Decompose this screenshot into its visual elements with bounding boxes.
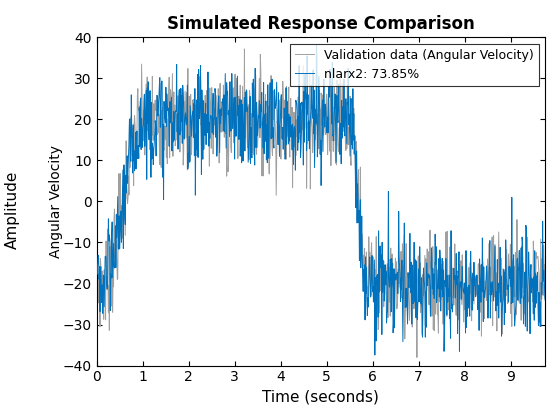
Title: Simulated Response Comparison: Simulated Response Comparison [167,15,475,33]
Validation data (Angular Velocity) [527,270,534,276]
Validation data (Angular Velocity) [358,220,365,225]
Validation data (Angular Velocity) [542,295,548,300]
Validation data (Angular Velocity) [413,355,420,360]
Line: Validation data (Angular Velocity): Validation data (Angular Velocity) [97,49,545,357]
nlarx2: 73.85%: (9.28, -29.8): 73.85%: (9.28, -29.8) [520,321,527,326]
nlarx2: 73.85%: (4.05, 18): 73.85%: (4.05, 18) [279,125,286,130]
X-axis label: Time (seconds): Time (seconds) [263,390,379,405]
nlarx2: 73.85%: (0, -17): 73.85%: (0, -17) [94,269,100,274]
nlarx2: 73.85%: (5.75, -10.8): 73.85%: (5.75, -10.8) [358,243,365,248]
nlarx2: 73.85%: (9.75, -24): 73.85%: (9.75, -24) [542,297,548,302]
Validation data (Angular Velocity) [115,220,122,225]
Y-axis label: Angular Velocity: Angular Velocity [49,145,63,258]
Validation data (Angular Velocity) [241,47,248,52]
Text: Amplitude: Amplitude [5,171,20,249]
Validation data (Angular Velocity) [280,90,287,95]
nlarx2: 73.85%: (1.81, 16.2): 73.85%: (1.81, 16.2) [176,133,183,138]
Line: nlarx2: 73.85%: nlarx2: 73.85% [97,45,545,355]
Legend: Validation data (Angular Velocity), nlarx2: 73.85%: Validation data (Angular Velocity), nlar… [290,44,539,86]
Validation data (Angular Velocity) [176,150,183,155]
nlarx2: 73.85%: (0.468, -11.4): 73.85%: (0.468, -11.4) [115,246,122,251]
Validation data (Angular Velocity) [520,261,527,266]
nlarx2: 73.85%: (9.43, -17.4): 73.85%: (9.43, -17.4) [527,270,534,275]
nlarx2: 73.85%: (4.78, 38): 73.85%: (4.78, 38) [313,43,320,48]
Validation data (Angular Velocity) [94,239,100,244]
nlarx2: 73.85%: (6.05, -37.4): 73.85%: (6.05, -37.4) [371,352,378,357]
